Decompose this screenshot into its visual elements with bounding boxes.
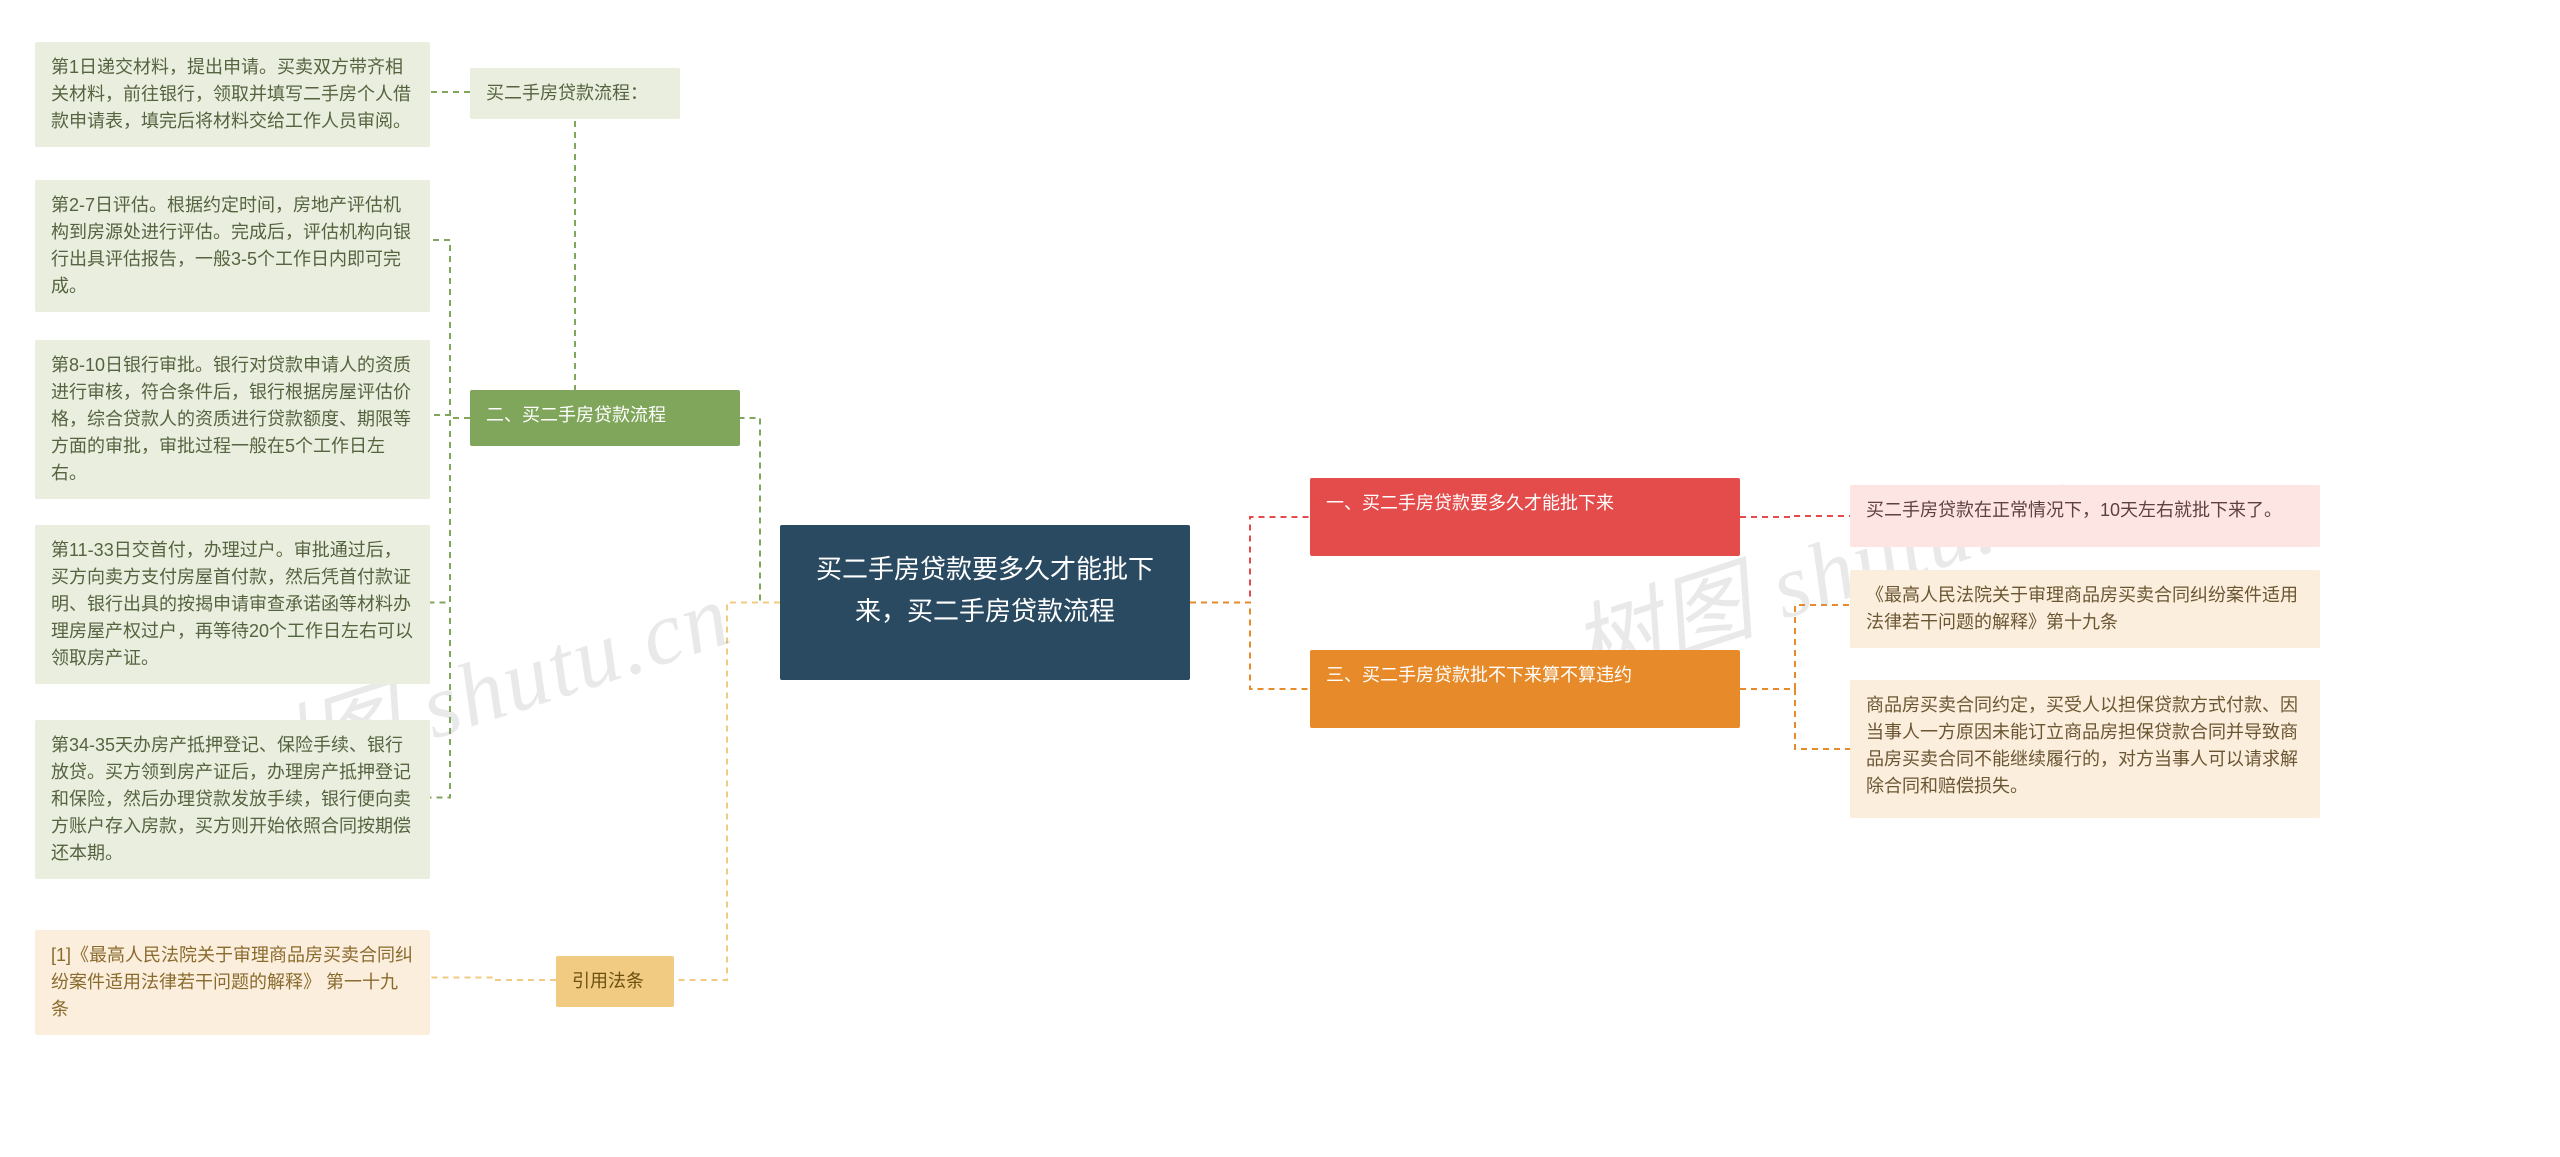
leaf-node: 买二手房贷款在正常情况下，10天左右就批下来了。 bbox=[1850, 485, 2320, 547]
leaf-node: 《最高人民法院关于审理商品房买卖合同纠纷案件适用法律若干问题的解释》第十九条 bbox=[1850, 570, 2320, 648]
branch-node: 三、买二手房贷款批不下来算不算违约 bbox=[1310, 650, 1740, 728]
leaf-node: 第1日递交材料，提出申请。买卖双方带齐相关材料，前往银行，领取并填写二手房个人借… bbox=[35, 42, 430, 147]
center-text: 买二手房贷款要多久才能批下来，买二手房贷款流程 bbox=[816, 554, 1154, 626]
leaf-node: [1]《最高人民法院关于审理商品房买卖合同纠纷案件适用法律若干问题的解释》 第一… bbox=[35, 930, 430, 1035]
leaf-node: 第8-10日银行审批。银行对贷款申请人的资质进行审核，符合条件后，银行根据房屋评… bbox=[35, 340, 430, 499]
branch-node: 引用法条 bbox=[556, 956, 674, 1007]
branch-node: 一、买二手房贷款要多久才能批下来 bbox=[1310, 478, 1740, 556]
leaf-node: 第11-33日交首付，办理过户。审批通过后，买方向卖方支付房屋首付款，然后凭首付… bbox=[35, 525, 430, 684]
leaf-node: 第34-35天办房产抵押登记、保险手续、银行放贷。买方领到房产证后，办理房产抵押… bbox=[35, 720, 430, 879]
leaf-node: 第2-7日评估。根据约定时间，房地产评估机构到房源处进行评估。完成后，评估机构向… bbox=[35, 180, 430, 312]
leaf-node: 买二手房贷款流程： bbox=[470, 68, 680, 119]
branch-node: 二、买二手房贷款流程 bbox=[470, 390, 740, 446]
center-node: 买二手房贷款要多久才能批下来，买二手房贷款流程 bbox=[780, 525, 1190, 680]
leaf-node: 商品房买卖合同约定，买受人以担保贷款方式付款、因当事人一方原因未能订立商品房担保… bbox=[1850, 680, 2320, 818]
